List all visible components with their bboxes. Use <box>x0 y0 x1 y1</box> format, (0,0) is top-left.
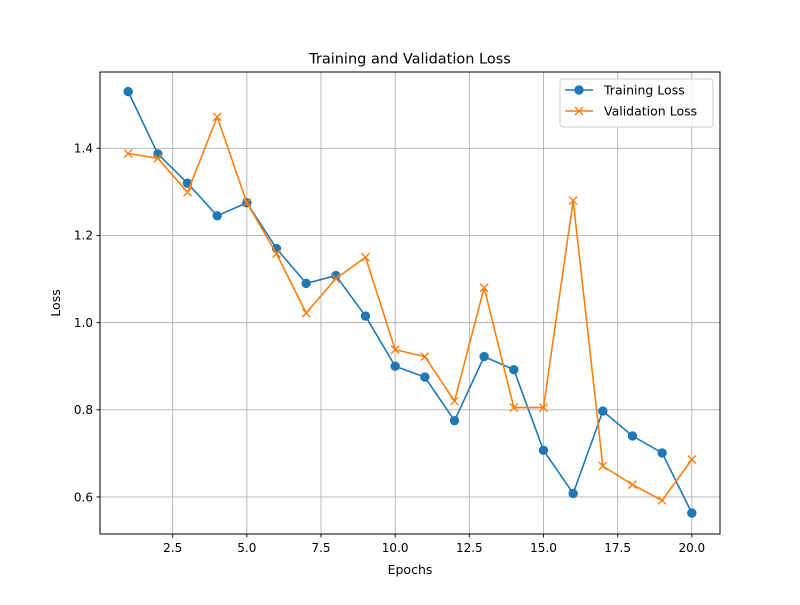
x-tick-label: 20.0 <box>678 541 705 555</box>
legend-item: Validation Loss <box>565 104 697 119</box>
data-point <box>687 508 697 518</box>
data-point <box>361 252 370 262</box>
data-point <box>568 196 578 206</box>
data-point <box>272 249 282 259</box>
data-point <box>657 495 667 505</box>
data-point <box>509 403 519 413</box>
data-point <box>301 308 311 318</box>
y-tick-label: 1.2 <box>74 229 93 243</box>
data-point <box>301 278 311 289</box>
plot-area-frame <box>99 71 721 535</box>
x-tick-label: 12.5 <box>456 541 483 555</box>
x-tick-label: 5.0 <box>237 541 256 555</box>
chart-title: Training and Validation Loss <box>308 52 511 68</box>
data-point <box>598 461 608 471</box>
x-tick-label: 17.5 <box>604 541 631 555</box>
data-point <box>420 372 430 382</box>
data-point <box>360 311 371 321</box>
data-point <box>123 86 133 97</box>
y-tick-label: 0.8 <box>74 403 93 417</box>
data-point <box>390 361 400 371</box>
data-point <box>538 445 549 456</box>
data-point <box>568 488 578 499</box>
data-point <box>242 198 252 208</box>
data-series <box>123 86 697 518</box>
y-tick-label: 1.0 <box>74 316 93 330</box>
legend: Training Loss Validation Loss <box>559 78 714 128</box>
data-point <box>153 153 163 163</box>
data-point <box>657 448 667 458</box>
x-tick-label: 7.5 <box>311 541 330 555</box>
legend-marker <box>574 106 584 116</box>
data-point <box>212 211 222 221</box>
data-point <box>479 351 489 362</box>
legend-label: Validation Loss <box>604 104 697 119</box>
data-point <box>450 396 459 406</box>
legend-box <box>559 78 714 128</box>
axis-ticks: 2.5 5.0 7.5 10.0 12.5 15.0 17.5 20.0 0.6 0.8 1.0 1.… <box>74 142 705 555</box>
data-point <box>627 431 638 441</box>
x-axis-label: Epochs <box>388 562 433 577</box>
data-point <box>509 364 519 375</box>
x-tick-label: 10.0 <box>382 541 409 555</box>
legend-marker <box>574 85 584 95</box>
data-point <box>331 274 341 284</box>
data-point <box>479 283 489 293</box>
data-point <box>687 454 697 464</box>
series-validation-loss <box>123 112 697 505</box>
data-point <box>538 403 548 413</box>
data-point <box>183 187 193 197</box>
data-point <box>598 406 608 416</box>
x-tick-label: 2.5 <box>163 541 182 555</box>
series-line <box>128 116 693 502</box>
grid-lines <box>100 72 720 534</box>
y-axis-label: Loss <box>48 289 63 316</box>
data-point <box>212 112 222 122</box>
legend-items: Training Loss Validation Loss <box>565 83 697 119</box>
data-point <box>390 345 400 355</box>
data-point <box>420 352 430 362</box>
data-point <box>449 415 460 426</box>
x-tick-label: 15.0 <box>530 541 557 555</box>
data-point <box>153 149 163 159</box>
legend-item: Training Loss <box>565 83 685 98</box>
y-tick-label: 0.6 <box>74 490 93 504</box>
data-point <box>123 149 133 158</box>
y-tick-label: 1.4 <box>74 142 93 156</box>
data-point <box>627 480 637 490</box>
legend-label: Training Loss <box>603 83 685 98</box>
